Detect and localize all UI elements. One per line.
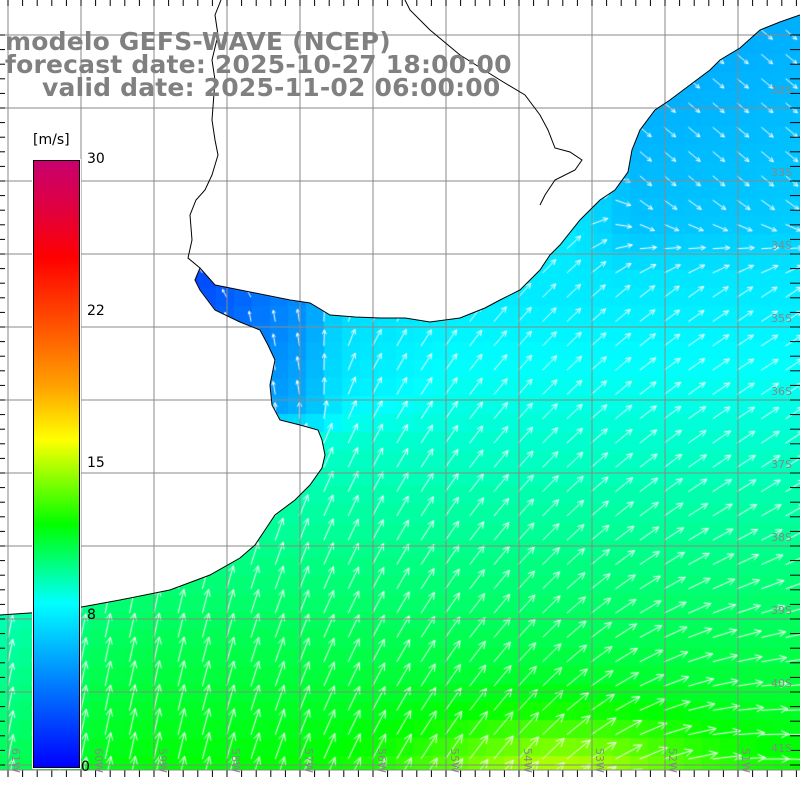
graticule — [0, 0, 800, 770]
coastline — [0, 14, 800, 616]
title-valid-date: valid date: 2025-11-02 06:00:00 — [42, 73, 501, 102]
lat-label: 35S — [771, 312, 792, 325]
colorbar-label-8: 8 — [87, 607, 96, 623]
lat-label: 38S — [771, 531, 792, 544]
lon-label: 58W — [229, 748, 242, 773]
lon-label: 54W — [521, 748, 534, 773]
border-uruguay-argentina — [187, 0, 222, 269]
lon-label: 53W — [593, 748, 606, 773]
lon-label: 51W — [739, 748, 752, 773]
lat-label: 34S — [771, 239, 792, 252]
lat-label: 41S — [771, 742, 792, 755]
lat-label: 37S — [771, 458, 792, 471]
lon-label: 61W — [9, 748, 22, 773]
colorbar-unit: [m/s] — [33, 132, 70, 148]
lon-label: 59W — [156, 748, 169, 773]
title-forecast-date: forecast date: 2025-10-27 18:00:00 — [5, 50, 512, 79]
colorbar-label-0: 0 — [81, 759, 90, 775]
lon-label: 60W — [92, 748, 105, 773]
colorbar — [32, 159, 81, 769]
lat-label: 36S — [771, 385, 792, 398]
lon-label: 57W — [302, 748, 315, 773]
colorbar-label-15: 15 — [87, 455, 105, 471]
lon-label: 52W — [666, 748, 679, 773]
border-uruguay-brazil — [404, 0, 583, 206]
title-model: modelo GEFS-WAVE (NCEP) — [5, 27, 391, 56]
colorbar-label-30: 30 — [87, 151, 105, 167]
lat-label: 33S — [771, 166, 792, 179]
lat-label: 39S — [771, 604, 792, 617]
lat-label: 40S — [771, 677, 792, 690]
lon-label: 56W — [375, 748, 388, 773]
colorbar-label-22: 22 — [87, 303, 105, 319]
lon-label: 55W — [448, 748, 461, 773]
lat-label: 32S — [771, 84, 792, 97]
frame-ticks — [0, 0, 800, 777]
